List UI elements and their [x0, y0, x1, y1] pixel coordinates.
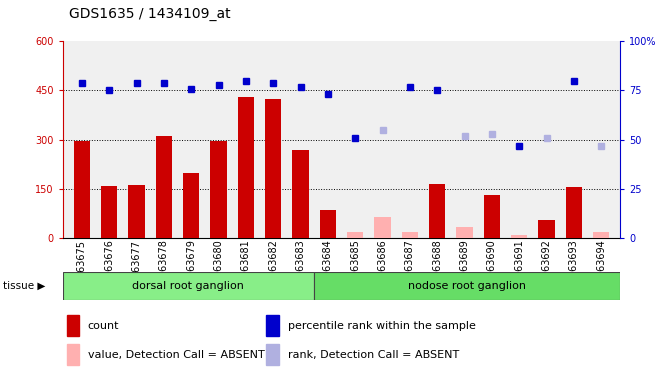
Bar — [319, 210, 336, 238]
Text: dorsal root ganglion: dorsal root ganglion — [132, 281, 244, 291]
Bar — [314, 272, 620, 300]
Bar — [429, 184, 446, 238]
Text: GDS1635 / 1434109_at: GDS1635 / 1434109_at — [69, 7, 231, 21]
Text: tissue ▶: tissue ▶ — [3, 281, 46, 291]
Bar — [238, 97, 254, 238]
Text: count: count — [88, 321, 119, 331]
Bar — [402, 231, 418, 238]
Bar — [539, 220, 555, 238]
Bar — [267, 315, 279, 336]
Bar — [128, 185, 145, 238]
Bar — [74, 141, 90, 238]
Bar — [183, 172, 199, 238]
Text: rank, Detection Call = ABSENT: rank, Detection Call = ABSENT — [288, 350, 459, 360]
Bar — [63, 272, 314, 300]
Bar — [593, 231, 609, 238]
Text: nodose root ganglion: nodose root ganglion — [408, 281, 526, 291]
Bar — [101, 186, 117, 238]
Bar — [292, 150, 309, 238]
Bar — [456, 226, 473, 238]
Bar — [374, 217, 391, 238]
Text: percentile rank within the sample: percentile rank within the sample — [288, 321, 475, 331]
Bar — [156, 136, 172, 238]
Bar — [67, 315, 79, 336]
Bar — [267, 344, 279, 365]
Bar — [347, 231, 364, 238]
Text: value, Detection Call = ABSENT: value, Detection Call = ABSENT — [88, 350, 265, 360]
Bar — [484, 195, 500, 238]
Bar — [265, 99, 281, 238]
Bar — [511, 235, 527, 238]
Bar — [67, 344, 79, 365]
Bar — [566, 187, 582, 238]
Bar — [211, 141, 227, 238]
